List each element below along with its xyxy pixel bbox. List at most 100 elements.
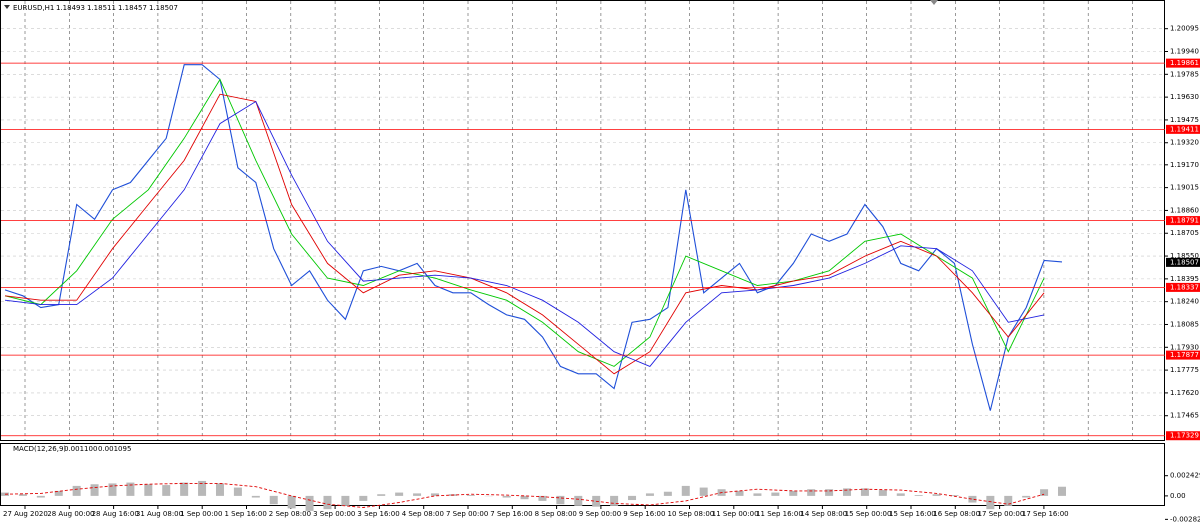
macd-bar: [860, 488, 869, 496]
macd-bar: [968, 495, 977, 503]
level-label-box: [1166, 431, 1200, 441]
macd-bar: [108, 483, 117, 496]
macd-bar: [144, 484, 153, 496]
moving-average: [4, 78, 1045, 367]
macd-reading: 0.001100: [64, 445, 97, 453]
macd-bar: [215, 483, 224, 496]
x-tick-label: 3 Sep 16:00: [357, 510, 399, 518]
y-tick-label: 1.19015: [1170, 184, 1199, 192]
macd-bar: [986, 495, 995, 510]
macd-bar: [663, 491, 672, 496]
x-tick-label: 28 Aug 16:00: [92, 510, 139, 518]
macd-bar: [198, 480, 207, 496]
x-tick-label: 10 Sep 08:00: [668, 510, 715, 518]
x-tick-label: 1 Sep 16:00: [225, 510, 267, 518]
x-tick-label: 7 Sep 00:00: [446, 510, 488, 518]
macd-bar: [771, 492, 780, 496]
macd-bar: [699, 487, 708, 496]
macd-bar: [54, 490, 63, 496]
macd-bar: [878, 490, 887, 496]
x-tick-label: 15 Sep 00:00: [845, 510, 892, 518]
macd-signal: [4, 482, 1045, 508]
macd-bar: [538, 495, 547, 501]
y-tick-label: 1.17620: [1170, 389, 1199, 397]
macd-bar: [1058, 486, 1066, 496]
macd-bar: [72, 485, 81, 496]
x-tick-label: 7 Sep 16:00: [490, 510, 532, 518]
macd-bar: [180, 482, 189, 496]
macd-bar: [287, 495, 296, 509]
x-tick-label: 2 Sep 08:00: [269, 510, 311, 518]
y-tick-label: 0.00: [1170, 492, 1186, 500]
macd-bar: [413, 493, 422, 496]
macd-bar: [1022, 495, 1031, 498]
x-tick-label: 1 Sep 00:00: [180, 510, 222, 518]
y-tick-label: 1.17465: [1170, 412, 1199, 420]
price-line: [4, 64, 1063, 411]
macd-bar: [90, 484, 99, 496]
x-tick-label: 8 Sep 08:00: [535, 510, 577, 518]
y-tick-label: 1.19785: [1170, 70, 1199, 78]
y-tick-label: 1.18550: [1170, 252, 1199, 260]
current-price-box: [1166, 257, 1200, 267]
macd-bar: [950, 495, 959, 496]
y-tick-label: 1.18395: [1170, 275, 1199, 283]
x-tick-label: 11 Sep 00:00: [712, 510, 759, 518]
y-tick-label: 1.19170: [1170, 161, 1199, 169]
macd-bar: [359, 495, 368, 501]
macd-bar: [36, 495, 45, 498]
symbol-title: EURUSD,H1: [13, 4, 54, 12]
macd-bar: [305, 495, 314, 511]
level-label-box: [1166, 216, 1200, 226]
x-tick-label: 9 Sep 00:00: [579, 510, 621, 518]
macd-panel-frame: [0, 443, 1165, 506]
y-tick-label: 1.18705: [1170, 229, 1199, 237]
macd-bar: [932, 494, 941, 496]
x-tick-label: 31 Aug 08:00: [136, 510, 183, 518]
x-tick-label: 15 Sep 16:00: [889, 510, 936, 518]
macd-bar: [162, 485, 171, 496]
current-price-label: 1.18507: [1170, 258, 1199, 266]
y-tick-label: 1.19475: [1170, 116, 1199, 124]
macd-title: MACD(12,26,9): [13, 445, 66, 453]
y-tick-label: 1.19940: [1170, 48, 1199, 56]
macd-bar: [843, 488, 852, 496]
macd-bar: [807, 489, 816, 496]
moving-average: [4, 100, 1045, 367]
symbol-icon: [4, 5, 10, 9]
y-tick-label: 1.17775: [1170, 366, 1199, 374]
macd-bar: [520, 495, 529, 500]
macd-bar: [789, 490, 798, 496]
level-label-box: [1166, 124, 1200, 134]
moving-average: [4, 93, 1045, 375]
level-label-box: [1166, 282, 1200, 292]
macd-bar: [825, 489, 834, 496]
x-tick-label: 16 Sep 08:00: [933, 510, 980, 518]
y-tick-label: 1.17930: [1170, 343, 1199, 351]
macd-bar: [645, 493, 654, 496]
macd-bar: [395, 492, 404, 496]
x-tick-label: 28 Aug 00:00: [47, 510, 94, 518]
macd-bar: [753, 493, 762, 496]
macd-bar: [735, 490, 744, 496]
x-tick-label: 27 Aug 2020: [3, 510, 48, 518]
macd-bar: [341, 495, 350, 506]
macd-bar: [269, 495, 278, 505]
x-tick-label: 3 Sep 00:00: [313, 510, 355, 518]
level-label: 1.18791: [1170, 217, 1199, 225]
x-tick-label: 11 Sep 16:00: [756, 510, 803, 518]
y-tick-label: 1.18860: [1170, 206, 1199, 214]
ohlc-reading: 1.18507: [149, 4, 178, 12]
x-tick-label: 17 Sep 00:00: [978, 510, 1025, 518]
macd-bar: [896, 493, 905, 496]
level-label-box: [1166, 58, 1200, 68]
macd-bar: [466, 495, 475, 496]
level-label: 1.19411: [1170, 125, 1199, 133]
y-tick-label: -0.002822: [1170, 515, 1200, 523]
y-tick-label: 1.18240: [1170, 298, 1199, 306]
y-tick-label: 0.002429: [1170, 472, 1200, 480]
macd-bar: [914, 495, 923, 496]
macd-bar: [556, 495, 565, 505]
